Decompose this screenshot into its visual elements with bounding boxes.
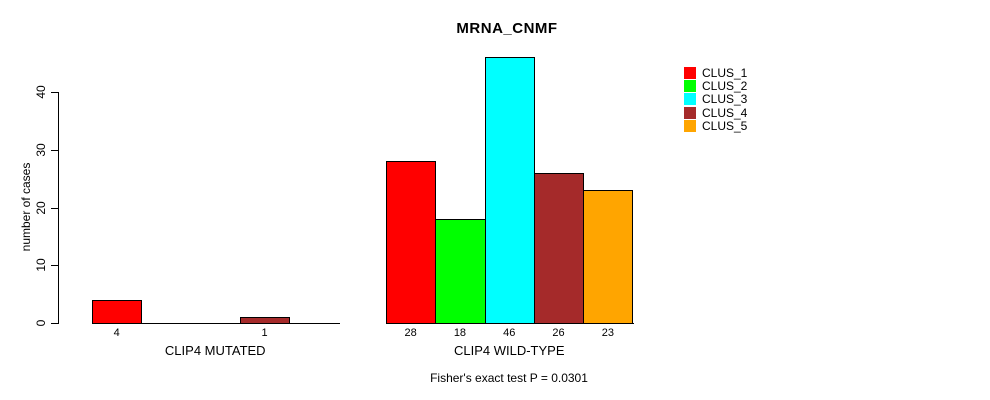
legend-label: CLUS_5 [702,119,748,134]
y-axis-tick-label: 0 [34,319,48,327]
bar-value-label: 18 [453,327,467,339]
legend-item-clus_1: CLUS_1 [684,66,747,79]
bar-value-label: 26 [552,327,565,339]
y-axis-tick-label: 30 [34,143,48,157]
legend-swatch-clus_2 [684,80,696,93]
y-axis-tick-label: 10 [34,258,48,272]
bar-value-label: 28 [404,327,417,339]
legend-label: CLUS_3 [702,92,748,107]
legend-swatch-clus_1 [684,66,696,79]
bar-clus_3-group2 [484,57,535,324]
legend-label: CLUS_1 [702,65,748,80]
legend-swatch-clus_4 [684,106,696,119]
bar-value-label: 46 [503,327,516,339]
bar-value-label: 4 [113,327,120,339]
legend: CLUS_1 CLUS_2 CLUS_3 CLUS_4 CLUS_5 [684,66,747,133]
y-axis-tick-label: 40 [34,85,48,99]
y-axis-label: number of cases [19,162,33,252]
bar-clus_5-group2 [583,190,634,324]
y-axis-tick [51,265,58,267]
y-axis-tick [51,92,58,93]
legend-item-clus_4: CLUS_4 [684,106,747,119]
y-axis-tick [51,149,58,151]
fisher-test-annotation: Fisher's exact test P = 0.0301 [430,371,588,385]
bar-clus_2-group2 [435,219,486,324]
bar-clus_4-group1 [239,317,291,324]
y-axis-tick [51,323,58,324]
group-label-2: CLIP4 WILD-TYPE [453,343,565,358]
bar-clus_1-group2 [386,161,437,324]
y-axis-tick-label: 20 [34,200,48,215]
legend-swatch-clus_3 [684,93,696,106]
chart-title: MRNA_CNMF [456,20,558,37]
legend-label: CLUS_2 [702,79,748,94]
y-axis-tick [51,207,58,209]
y-axis-line [58,92,59,324]
bar-value-label: 23 [601,327,614,339]
legend-swatch-clus_5 [684,120,696,133]
legend-item-clus_3: CLUS_3 [684,93,747,106]
legend-item-clus_5: CLUS_5 [684,120,747,133]
bar-value-label: 1 [261,327,268,339]
bar-clus_1-group1 [92,299,143,324]
bar-clus_4-group2 [533,172,585,324]
legend-label: CLUS_4 [702,105,748,120]
legend-item-clus_2: CLUS_2 [684,79,748,94]
group-label-1: CLIP4 MUTATED [164,343,266,358]
x-axis-baseline [92,323,340,324]
